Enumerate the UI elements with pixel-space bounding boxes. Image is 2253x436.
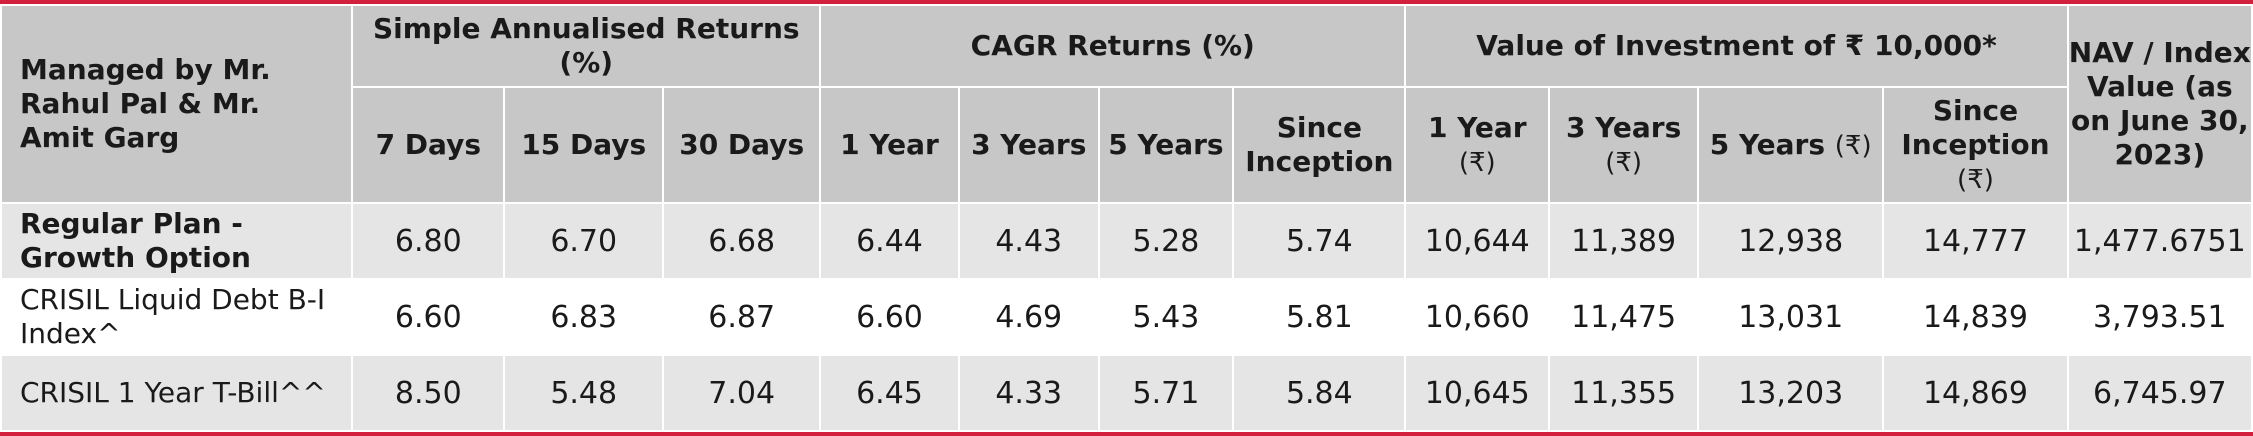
row-label: CRISIL 1 Year T-Bill^^ xyxy=(0,354,354,432)
table-cell: 6.68 xyxy=(662,202,822,280)
table-cell: 8.50 xyxy=(351,354,506,432)
row-label: Regular Plan - Growth Option xyxy=(0,202,354,280)
table-cell: 5.48 xyxy=(503,354,665,432)
table-cell: 1,477.6751 xyxy=(2066,202,2253,280)
col-header-cagr-5-years: 5 Years xyxy=(1097,86,1235,204)
table-cell: 6.45 xyxy=(819,354,960,432)
returns-table: Managed by Mr. Rahul Pal & Mr. Amit Garg… xyxy=(0,4,2253,432)
table-cell: 5.71 xyxy=(1097,354,1235,432)
table-cell: 5.84 xyxy=(1232,354,1407,432)
table-cell: 13,031 xyxy=(1697,278,1885,356)
table-cell: 7.04 xyxy=(662,354,822,432)
row-label: CRISIL Liquid Debt B-I Index^ xyxy=(0,278,354,356)
col-label: 1 Year xyxy=(1427,110,1527,144)
table-cell: 12,938 xyxy=(1697,202,1885,280)
table-cell: 6.80 xyxy=(351,202,506,280)
col-header-cagr-3-years: 3 Years xyxy=(957,86,1100,204)
table-cell: 10,644 xyxy=(1404,202,1551,280)
investment-value-header: Value of Investment of ₹ 10,000* xyxy=(1404,4,2069,88)
table-cell: 11,389 xyxy=(1548,202,1700,280)
col-header-value-since-inception: Since Inception (₹) xyxy=(1882,86,2069,204)
table-cell: 5.43 xyxy=(1097,278,1235,356)
table-cell: 6.87 xyxy=(662,278,822,356)
table-cell: 4.69 xyxy=(957,278,1100,356)
col-header-value-5-years: 5 Years (₹) xyxy=(1697,86,1885,204)
col-header-value-1-year: 1 Year (₹) xyxy=(1404,86,1551,204)
table-cell: 5.74 xyxy=(1232,202,1407,280)
table-cell: 4.43 xyxy=(957,202,1100,280)
table-row: CRISIL 1 Year T-Bill^^ 8.50 5.48 7.04 6.… xyxy=(0,354,2253,432)
col-header-cagr-since-inception: Since Inception xyxy=(1232,86,1407,204)
table-cell: 6.60 xyxy=(819,278,960,356)
rupee-unit: (₹) xyxy=(1605,147,1643,178)
table-cell: 6,745.97 xyxy=(2066,354,2253,432)
col-header-value-3-years: 3 Years (₹) xyxy=(1548,86,1700,204)
table-cell: 6.60 xyxy=(351,278,506,356)
table-cell: 10,660 xyxy=(1404,278,1551,356)
table-cell: 11,355 xyxy=(1548,354,1700,432)
col-header-15-days: 15 Days xyxy=(503,86,665,204)
table-cell: 5.81 xyxy=(1232,278,1407,356)
col-label: Since Inception xyxy=(1901,93,2050,161)
table-cell: 14,869 xyxy=(1882,354,2069,432)
manager-header: Managed by Mr. Rahul Pal & Mr. Amit Garg xyxy=(0,4,354,204)
table-cell: 10,645 xyxy=(1404,354,1551,432)
rupee-unit: (₹) xyxy=(1957,164,1994,195)
simple-returns-header: Simple Annualised Returns (%) xyxy=(351,4,822,88)
rupee-unit: (₹) xyxy=(1834,130,1872,161)
col-header-7-days: 7 Days xyxy=(351,86,506,204)
table-cell: 6.83 xyxy=(503,278,665,356)
table-cell: 3,793.51 xyxy=(2066,278,2253,356)
table-cell: 4.33 xyxy=(957,354,1100,432)
table-cell: 6.70 xyxy=(503,202,665,280)
rupee-unit: (₹) xyxy=(1458,147,1496,178)
col-header-cagr-1-year: 1 Year xyxy=(819,86,960,204)
cagr-returns-header: CAGR Returns (%) xyxy=(819,4,1407,88)
col-label: 5 Years xyxy=(1709,127,1826,161)
table-row: CRISIL Liquid Debt B-I Index^ 6.60 6.83 … xyxy=(0,278,2253,356)
table-cell: 5.28 xyxy=(1097,202,1235,280)
table-cell: 14,839 xyxy=(1882,278,2069,356)
table-cell: 13,203 xyxy=(1697,354,1885,432)
col-header-30-days: 30 Days xyxy=(662,86,822,204)
nav-index-header: NAV / Index Value (as on June 30, 2023) xyxy=(2066,4,2253,204)
table-cell: 11,475 xyxy=(1548,278,1700,356)
table-cell: 14,777 xyxy=(1882,202,2069,280)
table-row: Regular Plan - Growth Option 6.80 6.70 6… xyxy=(0,202,2253,280)
col-label: 3 Years xyxy=(1565,110,1682,144)
table-cell: 6.44 xyxy=(819,202,960,280)
